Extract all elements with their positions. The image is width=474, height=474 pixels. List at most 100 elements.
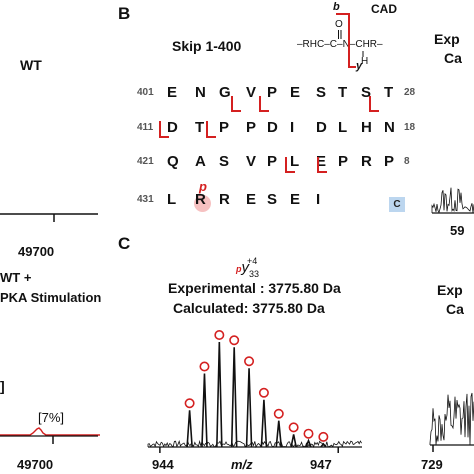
isotope-peak (305, 438, 312, 448)
calculated-mass: Calculated: 3775.80 Da (173, 300, 325, 316)
wt-label: WT (20, 57, 42, 73)
residue: S (219, 153, 230, 170)
cad-cleavage-bracket (336, 13, 356, 68)
panel-b-letter: B (118, 4, 131, 23)
wt-pka-label-line2: PKA Stimulation (0, 290, 102, 305)
phospho-p-label: p (199, 179, 207, 194)
theoretical-isotope-marker (214, 329, 225, 340)
residue: E (290, 84, 301, 101)
experimental-mass: Experimental : 3775.80 Da (168, 280, 341, 296)
amide-hydrogen: H (361, 56, 369, 67)
ion-sub: 33 (249, 269, 260, 279)
cleavage-mark (369, 96, 379, 112)
residue: T (338, 84, 348, 101)
theoretical-isotope-marker (199, 361, 210, 372)
phospho-site-highlight (194, 195, 211, 212)
theoretical-isotope-marker (318, 431, 329, 442)
residue: P (267, 84, 278, 101)
residue: N (384, 119, 395, 136)
row-end-number: 28 (404, 87, 416, 98)
percent-label: [7%] (38, 410, 65, 425)
residue: D (316, 119, 327, 136)
cleavage-mark (159, 121, 169, 138)
carbonyl-oxygen: O (335, 19, 343, 30)
ion-main: y (241, 259, 250, 276)
cleavage-mark (285, 157, 295, 173)
row-end-number: 8 (404, 156, 410, 167)
residue: N (195, 84, 206, 101)
theoretical-isotope-marker (229, 335, 240, 346)
residue: E (290, 191, 301, 208)
right-top-spectrum (431, 187, 474, 214)
panel-b-title: Skip 1-400 (172, 38, 242, 54)
isotope-peak (186, 410, 193, 448)
residue: G (219, 84, 231, 101)
isotope-peak (320, 442, 327, 448)
residue: S (267, 191, 278, 208)
axis-tick-bottom: 49700 (17, 457, 54, 472)
residue: R (361, 153, 372, 170)
residue: L (167, 191, 177, 208)
residue: T (384, 84, 394, 101)
theoretical-isotope-marker (184, 398, 195, 409)
residue: V (246, 153, 257, 170)
cleavage-mark (231, 96, 241, 112)
panel-a-red-trace (0, 427, 100, 436)
theoretical-isotope-marker (273, 408, 284, 419)
y-ion-label: y (356, 60, 363, 72)
isotope-peak (216, 341, 223, 448)
cleavage-mark (317, 157, 327, 173)
theoretical-isotope-marker (244, 356, 255, 367)
row-start-number: 431 (137, 194, 154, 205)
isotope-peak (260, 399, 268, 448)
residue: P (219, 119, 230, 136)
wt-pka-label-line1: WT + (0, 270, 32, 285)
residue: P (384, 153, 395, 170)
right-top-text1: Exp (434, 31, 460, 47)
row-end-number: 18 (404, 122, 416, 133)
right-top-tick: 59 (450, 223, 465, 238)
axis-tick-top: 49700 (18, 244, 55, 259)
isotope-peak (245, 368, 253, 448)
residue: L (290, 153, 300, 170)
isotope-peak (230, 347, 238, 448)
residue: R (195, 191, 206, 208)
cleavage-mark (206, 121, 216, 138)
residue: V (246, 84, 257, 101)
residue: E (167, 84, 178, 101)
right-bottom-spectrum (429, 392, 474, 445)
c-terminus-badge: C (389, 197, 405, 212)
row-start-number: 421 (137, 156, 154, 167)
residue: R (219, 191, 230, 208)
x-axis-label: m/z (231, 457, 253, 472)
residue: S (361, 84, 372, 101)
residue: T (195, 119, 205, 136)
residue: I (290, 119, 295, 136)
residue: E (316, 153, 327, 170)
residue: Q (167, 153, 179, 170)
isotope-peak (290, 434, 297, 448)
residue: L (338, 119, 348, 136)
right-bottom-text1: Exp (437, 282, 463, 298)
theoretical-isotope-marker (288, 422, 299, 433)
b-ion-label: b (333, 1, 340, 13)
cleavage-mark (259, 96, 269, 112)
residue: P (246, 119, 257, 136)
residue: P (338, 153, 349, 170)
peptide-structure: –RHC–C–N–CHR– (297, 39, 383, 50)
cad-label: CAD (371, 2, 397, 16)
bracket-glyph: ] (0, 378, 5, 394)
panel-c-letter: C (118, 234, 131, 253)
row-start-number: 411 (137, 122, 154, 133)
isotope-peak (275, 420, 283, 448)
right-bottom-text2: Ca (446, 301, 464, 317)
residue: D (267, 119, 278, 136)
x-tick-947: 947 (310, 457, 332, 472)
theoretical-isotope-marker (258, 387, 269, 398)
residue: I (316, 191, 321, 208)
residue: D (167, 119, 178, 136)
